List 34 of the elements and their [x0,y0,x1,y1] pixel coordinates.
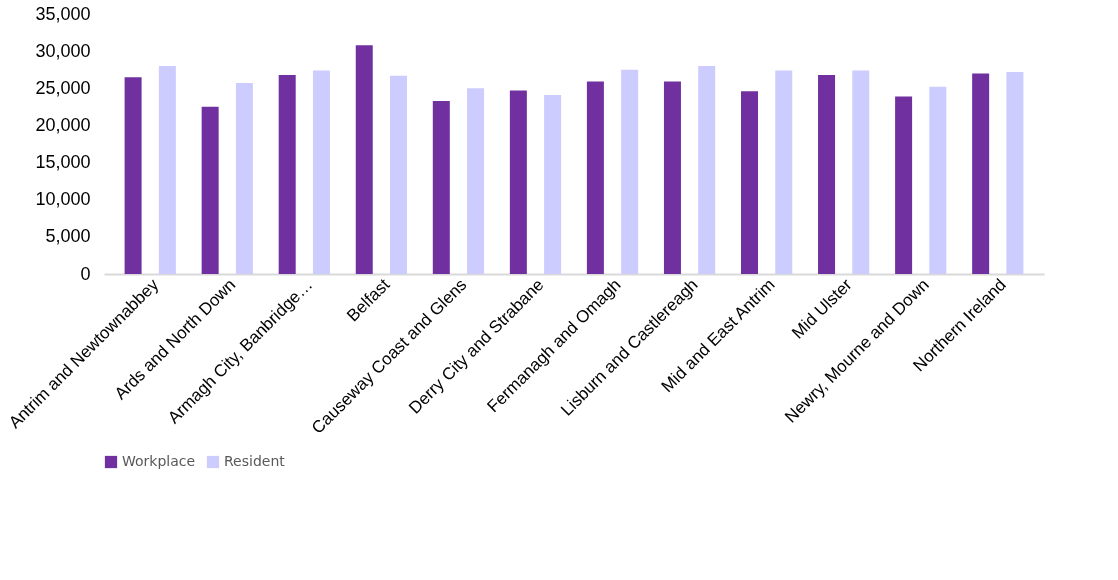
bar [621,69,639,274]
bar [1006,71,1024,274]
legend-label: Workplace [122,453,196,469]
y-tick-label: 35,000 [35,3,91,24]
bar [278,74,296,274]
bar [663,81,681,274]
bar [818,74,836,274]
bar [124,77,142,274]
bar [586,81,604,274]
bar [895,96,913,274]
bar [432,100,450,274]
y-tick-label: 15,000 [35,152,91,173]
bar [355,45,373,274]
bar [972,73,990,274]
y-tick-label: 10,000 [35,189,91,210]
bar [201,106,219,274]
legend-label: Resident [224,453,286,469]
bar [852,70,870,274]
bar [929,86,947,274]
y-tick-label: 30,000 [35,40,91,61]
bar [235,83,253,274]
bar [741,91,758,274]
bar [390,75,407,274]
y-tick-label: 25,000 [35,77,91,98]
bar [775,70,793,274]
y-tick-label: 20,000 [35,114,91,135]
bar [698,66,716,274]
y-tick-label: 0 [80,263,91,284]
bar [467,88,485,274]
bar [544,94,562,274]
y-tick-label: 5,000 [45,226,91,247]
bar [158,66,176,274]
bar [509,90,527,274]
bar [312,70,330,274]
